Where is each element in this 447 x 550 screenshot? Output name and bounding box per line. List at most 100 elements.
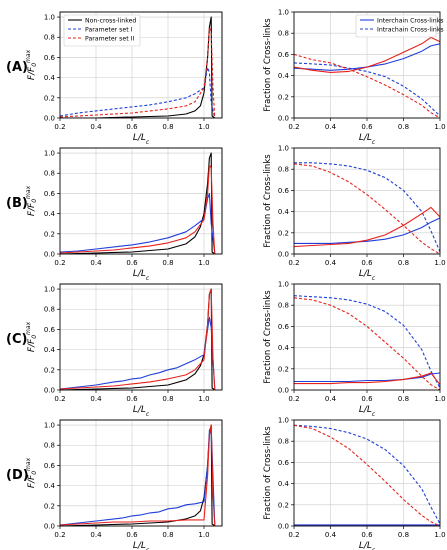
panel-label: (B) xyxy=(6,196,28,211)
series-line-b-left-2 xyxy=(60,164,222,254)
series-group xyxy=(294,162,440,254)
plot-border xyxy=(59,419,223,527)
x-tick-label: 0.8 xyxy=(398,123,409,131)
y-tick-label: 1.0 xyxy=(44,422,55,430)
y-tick-label: 0.8 xyxy=(44,306,55,314)
y-tick-label: 0.2 xyxy=(44,94,55,102)
plot-border xyxy=(293,11,441,119)
series-line-d-left-2 xyxy=(60,424,222,526)
series-line-c-right-1 xyxy=(294,295,440,389)
series-line-b-left-1 xyxy=(60,192,222,254)
series-line-d-right-3 xyxy=(294,424,440,526)
plot-frame xyxy=(59,147,223,255)
legend-label: Parameter set I xyxy=(85,27,133,34)
y-axis-label: Fraction of Cross-links xyxy=(263,18,273,112)
x-tick-label: 0.8 xyxy=(162,259,173,267)
chart-panel-a-right: 0.2 0.4 0.6 0.8 1.00.00.20.40.60.81.0Fractio… xyxy=(263,9,446,146)
y-tick-label: 0.8 xyxy=(278,30,289,38)
y-tick-label: 0.6 xyxy=(278,187,290,195)
x-tick-label: 0.2 xyxy=(54,123,65,131)
x-tick-label: 1.0 xyxy=(434,395,445,403)
x-tick-label: 0.4 xyxy=(325,395,337,403)
y-tick-label: 0.0 xyxy=(278,387,289,395)
x-tick-label: 1.0 xyxy=(198,259,209,267)
chart-panel-d-right: 0.2 0.4 0.6 0.8 1.00.00.20.40.60.81.0Fractio… xyxy=(263,417,446,550)
plot-border xyxy=(293,147,441,255)
y-axis-label: F/F0max xyxy=(25,49,38,80)
x-axis-label: L/Lc xyxy=(359,405,376,418)
x-axis-label: L/Lc xyxy=(359,133,376,146)
series-line-c-left-1 xyxy=(60,316,222,390)
y-tick-label: 0.0 xyxy=(44,523,55,531)
x-tick-label: 0.4 xyxy=(325,123,337,131)
series-group xyxy=(60,288,222,390)
x-tick-label: 0.8 xyxy=(398,531,409,539)
y-tick-label: 0.6 xyxy=(44,462,56,470)
y-tick-label: 0.8 xyxy=(44,170,55,178)
x-tick-label: 0.2 xyxy=(288,395,299,403)
x-tick-label: 0.8 xyxy=(398,259,409,267)
y-tick-label: 0.6 xyxy=(44,326,56,334)
series-line-intrachain-cross-links xyxy=(294,62,440,117)
y-tick-label: 1.0 xyxy=(278,9,289,17)
y-tick-label: 0.2 xyxy=(44,366,55,374)
x-tick-label: 0.6 xyxy=(361,259,373,267)
y-tick-label: 1.0 xyxy=(278,145,289,153)
series-line-b-right-0 xyxy=(294,217,440,244)
y-tick-label: 0.2 xyxy=(278,93,289,101)
x-tick-label: 1.0 xyxy=(434,259,445,267)
y-tick-label: 0.4 xyxy=(44,482,56,490)
chart-panel-a-left: 0.2 0.4 0.6 0.8 1.00.00.20.40.60.81.0F/F0max… xyxy=(6,11,223,146)
y-tick-label: 1.0 xyxy=(44,150,55,158)
plot-border xyxy=(59,147,223,255)
series-line-c-right-3 xyxy=(294,297,440,390)
y-tick-label: 0.2 xyxy=(44,230,55,238)
y-tick-label: 0.0 xyxy=(278,115,289,123)
x-tick-label: 0.6 xyxy=(361,395,373,403)
legend-label: Interchain Cross-links xyxy=(377,18,443,25)
x-tick-label: 0.4 xyxy=(90,531,102,539)
y-tick-label: 0.2 xyxy=(278,501,289,509)
chart-panel-c-left: 0.2 0.4 0.6 0.8 1.00.00.20.40.60.81.0F/F0max… xyxy=(6,283,223,418)
x-axis-label: L/Lc xyxy=(359,269,376,282)
series-line-parameter-set-ii xyxy=(60,26,222,118)
legend: Non-cross-linked Parameter set I Parameter… xyxy=(63,14,141,47)
plot-frame xyxy=(59,419,223,527)
x-tick-label: 0.2 xyxy=(54,259,65,267)
x-axis-label: L/Lc xyxy=(133,405,150,418)
x-tick-label: 0.4 xyxy=(90,259,102,267)
series-line-parameter-set-i xyxy=(60,66,222,118)
x-tick-label: 0.6 xyxy=(126,395,138,403)
x-tick-label: 1.0 xyxy=(434,123,445,131)
y-tick-label: 0.4 xyxy=(44,74,56,82)
y-tick-label: 0.0 xyxy=(44,251,55,259)
y-tick-label: 0.4 xyxy=(44,210,56,218)
y-tick-label: 0.8 xyxy=(278,438,289,446)
y-axis-label: Fraction of Cross-links xyxy=(263,426,273,520)
x-axis-label: L/Lc xyxy=(359,541,376,550)
y-tick-label: 0.4 xyxy=(278,72,290,80)
x-tick-label: 0.2 xyxy=(288,259,299,267)
series-group xyxy=(60,424,222,526)
x-tick-label: 0.4 xyxy=(90,395,102,403)
legend-box xyxy=(355,14,437,38)
y-tick-label: 0.2 xyxy=(44,502,55,510)
x-tick-label: 0.8 xyxy=(162,531,173,539)
y-tick-label: 0.6 xyxy=(44,190,56,198)
y-tick-label: 1.0 xyxy=(44,286,55,294)
x-tick-label: 0.2 xyxy=(54,395,65,403)
y-axis-label: Fraction of Cross-links xyxy=(263,290,273,384)
chart-panel-d-left: 0.2 0.4 0.6 0.8 1.00.00.20.40.60.81.0F/F0max… xyxy=(6,419,223,550)
y-tick-label: 0.2 xyxy=(278,229,289,237)
y-tick-label: 0.6 xyxy=(278,459,290,467)
series-line-c-right-2 xyxy=(294,372,440,386)
series-group xyxy=(294,295,440,390)
y-tick-label: 1.0 xyxy=(44,14,55,22)
x-tick-label: 0.6 xyxy=(361,123,373,131)
x-tick-label: 0.8 xyxy=(162,123,173,131)
y-tick-label: 0.4 xyxy=(278,480,290,488)
plot-frame xyxy=(59,283,223,391)
x-axis-label: L/Lc xyxy=(133,541,150,550)
series-line-c-left-0 xyxy=(60,288,222,390)
